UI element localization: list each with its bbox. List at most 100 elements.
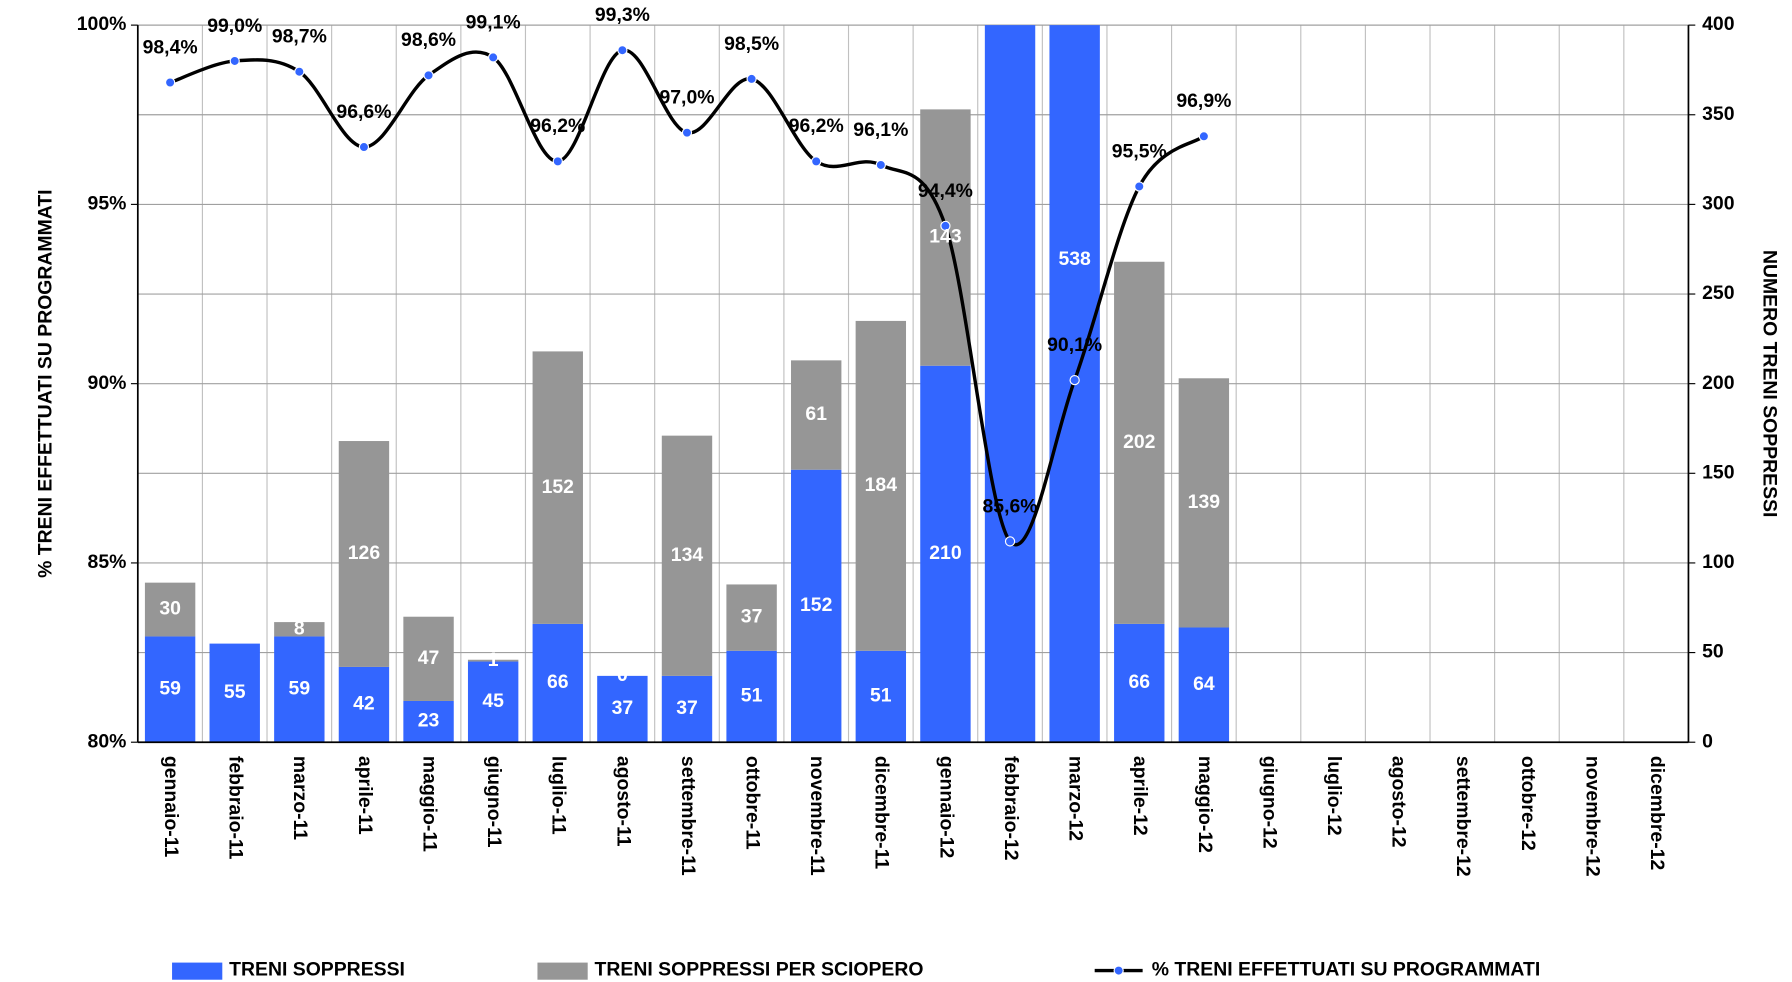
line-value-label: 96,9% bbox=[1176, 90, 1231, 112]
bar-value-label: 47 bbox=[418, 647, 440, 669]
x-tick-label: aprile-12 bbox=[1129, 756, 1151, 836]
x-tick-label: settembre-12 bbox=[1452, 756, 1474, 877]
bar bbox=[209, 643, 260, 743]
bar-value-label: 59 bbox=[289, 677, 311, 699]
plot-area bbox=[144, 25, 1230, 743]
bar bbox=[726, 584, 777, 651]
bar-value-label: 51 bbox=[870, 685, 892, 707]
line-value-label: 98,5% bbox=[724, 33, 779, 55]
bar-value-label: 37 bbox=[676, 697, 698, 719]
y-tick-label: 85% bbox=[88, 551, 127, 573]
line-marker bbox=[552, 156, 563, 167]
x-tick-label: settembre-11 bbox=[677, 756, 699, 876]
x-tick-label: dicembre-11 bbox=[871, 756, 893, 869]
bar-value-label: 55 bbox=[224, 681, 246, 703]
bar bbox=[1049, 25, 1100, 743]
y-tick-label: 80% bbox=[88, 730, 127, 752]
bar-value-label: 59 bbox=[159, 677, 181, 699]
line-value-label: 95,5% bbox=[1112, 140, 1167, 162]
line-marker bbox=[164, 77, 176, 88]
x-tick-label: gennaio-11 bbox=[160, 756, 182, 858]
bar-value-label: 30 bbox=[159, 598, 181, 620]
y2-tick-label: 200 bbox=[1702, 372, 1734, 394]
line-value-label: 90,1% bbox=[1047, 334, 1102, 356]
x-tick-label: dicembre-12 bbox=[1646, 756, 1668, 871]
bar-value-label: 37 bbox=[741, 606, 763, 628]
bar bbox=[144, 636, 196, 743]
bar bbox=[467, 659, 519, 662]
y2-tick-label: 350 bbox=[1702, 103, 1734, 125]
bar bbox=[144, 582, 196, 637]
line-value-label: 94,4% bbox=[918, 180, 973, 202]
line-value-label: 96,1% bbox=[853, 119, 908, 141]
line-value-label: 99,3% bbox=[595, 4, 650, 26]
line-value-label: 98,4% bbox=[143, 36, 198, 58]
line-value-label: 99,1% bbox=[466, 11, 521, 33]
x-tick-label: febbraio-12 bbox=[1000, 756, 1022, 861]
bar bbox=[661, 435, 713, 676]
bar-value-label: 139 bbox=[1188, 491, 1221, 513]
bar bbox=[1178, 627, 1230, 743]
bar-value-label: 210 bbox=[929, 542, 961, 564]
bar bbox=[532, 351, 583, 624]
y2-tick-label: 0 bbox=[1702, 730, 1713, 752]
legend-marker bbox=[1113, 965, 1124, 976]
bar bbox=[467, 661, 519, 743]
bar bbox=[855, 650, 907, 743]
bar-value-label: 8 bbox=[294, 617, 305, 639]
bar bbox=[338, 441, 390, 667]
bar bbox=[532, 623, 583, 743]
bar bbox=[984, 25, 1036, 743]
bar-value-label: 61 bbox=[805, 403, 827, 425]
line-marker bbox=[617, 45, 628, 56]
line-value-label: 97,0% bbox=[659, 87, 714, 109]
line-value-label: 96,2% bbox=[530, 115, 585, 137]
bar-value-label: 66 bbox=[547, 671, 569, 693]
line-marker bbox=[358, 141, 370, 153]
bar bbox=[597, 675, 648, 743]
line-value-label: 98,6% bbox=[401, 29, 456, 51]
x-tick-label: ottobre-11 bbox=[741, 756, 763, 850]
x-tick-label: gennaio-12 bbox=[935, 756, 957, 859]
x-tick-label: luglio-11 bbox=[548, 756, 570, 835]
bar-value-label: 66 bbox=[1128, 671, 1150, 693]
bar bbox=[920, 109, 971, 366]
bar bbox=[791, 469, 842, 743]
bar bbox=[1114, 261, 1165, 624]
x-tick-label: marzo-12 bbox=[1065, 756, 1087, 841]
line-value-label: 96,2% bbox=[789, 115, 844, 137]
legend-label: TRENI SOPPRESSI bbox=[229, 959, 405, 981]
bar-value-label: 202 bbox=[1123, 431, 1156, 453]
line-marker bbox=[229, 55, 240, 67]
line-marker bbox=[1069, 374, 1080, 386]
x-tick-label: febbraio-11 bbox=[225, 756, 247, 860]
x-tick-label: agosto-11 bbox=[612, 756, 634, 847]
bar bbox=[403, 700, 454, 743]
bar bbox=[855, 320, 907, 651]
legend-label: TRENI SOPPRESSI PER SCIOPERO bbox=[595, 959, 924, 981]
x-tick-label: giugno-11 bbox=[483, 756, 505, 848]
line-value-label: 96,6% bbox=[336, 101, 391, 123]
y-tick-label: 95% bbox=[88, 193, 127, 215]
bar-value-label: 538 bbox=[1058, 248, 1091, 270]
bar-value-label: 64 bbox=[1193, 673, 1215, 695]
bar bbox=[791, 360, 842, 470]
y2-tick-label: 150 bbox=[1702, 461, 1734, 483]
bar-value-label: 37 bbox=[612, 697, 634, 719]
bar-value-label: 51 bbox=[741, 685, 763, 707]
x-tick-label: novembre-12 bbox=[1581, 756, 1603, 877]
bar-value-label: 45 bbox=[482, 690, 504, 712]
bar-value-label: 42 bbox=[353, 693, 375, 715]
line-value-label: 99,0% bbox=[207, 15, 262, 37]
bar-value-label: 126 bbox=[348, 542, 381, 564]
y2-tick-label: 50 bbox=[1702, 641, 1724, 663]
bar bbox=[338, 666, 390, 743]
legend-swatch bbox=[172, 962, 223, 980]
bar bbox=[920, 365, 971, 743]
bar bbox=[726, 650, 777, 743]
line-marker bbox=[1198, 131, 1210, 142]
x-tick-label: maggio-11 bbox=[418, 756, 440, 852]
line-marker bbox=[1134, 181, 1145, 192]
y-tick-label: 90% bbox=[88, 372, 127, 394]
